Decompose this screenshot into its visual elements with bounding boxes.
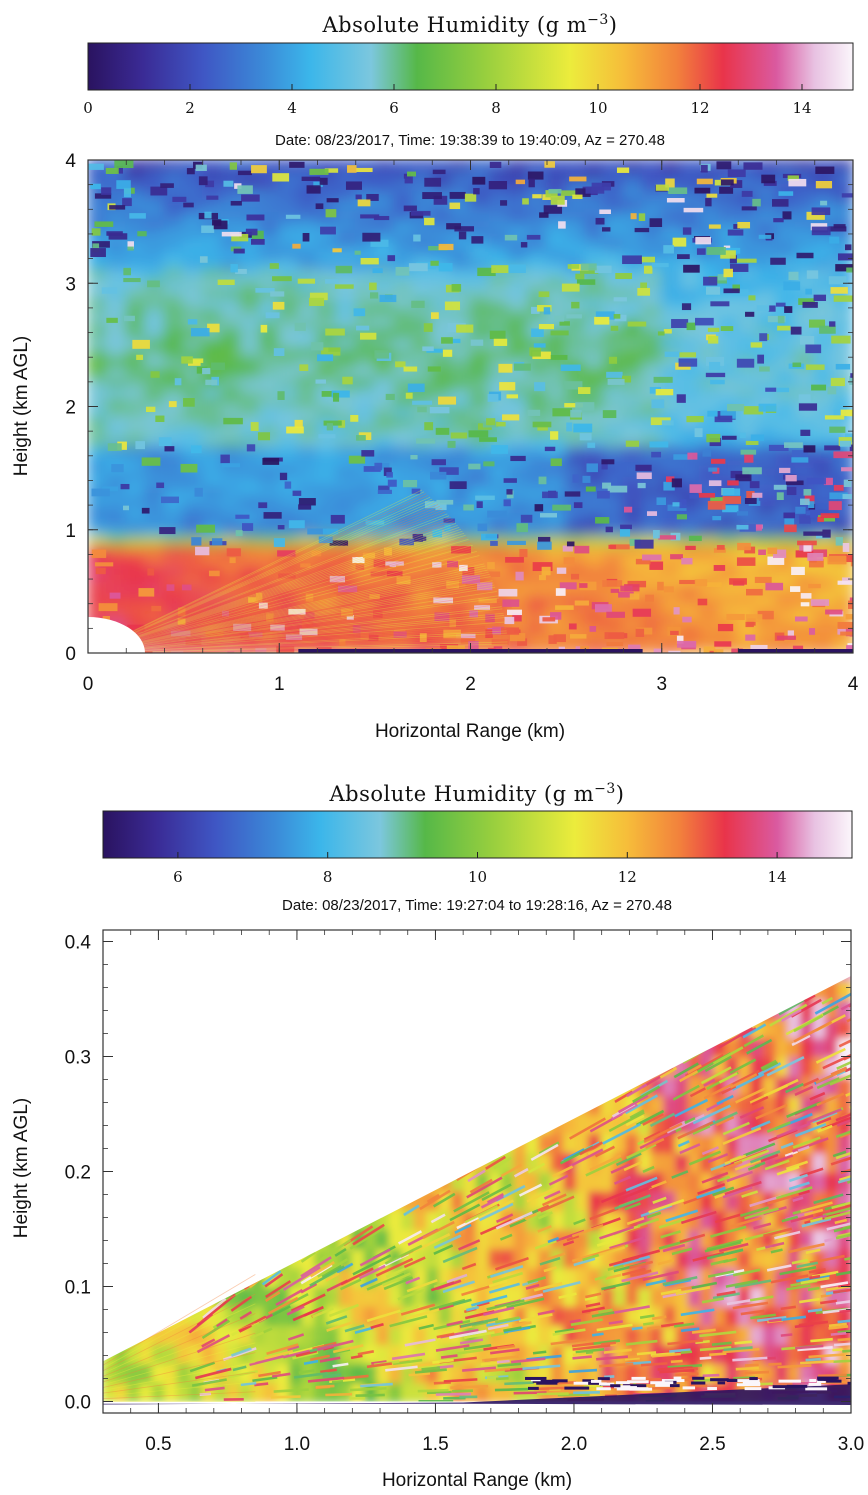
x-tick-label: 1 xyxy=(274,674,285,695)
panel-1-xlabel: Horizontal Range (km) xyxy=(375,721,565,742)
colorbar-tick-label: 6 xyxy=(173,868,183,886)
panel-1-origin-blank xyxy=(88,617,145,653)
y-tick-label: 0.2 xyxy=(65,1163,91,1184)
colorbar-tick-label: 10 xyxy=(588,99,607,117)
panel-1-rays xyxy=(88,489,508,653)
y-tick-label: 0.1 xyxy=(65,1278,91,1299)
colorbar-tick-label: 0 xyxy=(83,99,93,117)
panel-1-speckle xyxy=(88,160,853,653)
x-tick-label: 0 xyxy=(83,674,94,695)
colorbar-2-ticks: 6 8 10 12 14 xyxy=(173,852,787,886)
colorbar-1-ticks: 0 2 4 6 8 10 12 14 xyxy=(83,84,812,117)
colorbar-1 xyxy=(87,42,854,91)
y-tick-label: 4 xyxy=(65,151,76,172)
y-tick-label: 0.0 xyxy=(65,1393,91,1414)
panel-2: Absolute Humidity (g m−3) 6 8 10 12 14 Date:… xyxy=(11,781,864,1491)
panel-1-ylabel: Height (km AGL) xyxy=(11,336,32,476)
x-tick-label: 1.0 xyxy=(284,1434,310,1455)
x-tick-label: 1.5 xyxy=(422,1434,448,1455)
colorbar-tick-label: 4 xyxy=(287,99,297,117)
colorbar-tick-label: 10 xyxy=(468,868,487,886)
panel-1-heatmap xyxy=(88,160,853,653)
x-tick-label: 4 xyxy=(848,674,859,695)
colorbar-tick-label: 8 xyxy=(323,868,333,886)
x-tick-label: 0.5 xyxy=(145,1434,171,1455)
x-tick-label: 3.0 xyxy=(838,1434,864,1455)
colorbar-tick-label: 12 xyxy=(690,99,709,117)
panel-1: Absolute Humidity (g m−3) 0 2 4 6 8 10 12 14 Da… xyxy=(11,12,859,742)
colorbar-tick-label: 12 xyxy=(618,868,637,886)
colorbar-2 xyxy=(102,810,853,859)
x-tick-label: 2.0 xyxy=(561,1434,587,1455)
colorbar-1-title: Absolute Humidity (g m−3) xyxy=(322,12,618,37)
panel-1-subtitle: Date: 08/23/2017, Time: 19:38:39 to 19:4… xyxy=(275,132,665,149)
y-tick-label: 2 xyxy=(65,398,76,419)
x-tick-label: 3 xyxy=(656,674,667,695)
y-tick-label: 0 xyxy=(65,644,76,665)
colorbar-tick-label: 8 xyxy=(491,99,501,117)
panel-1-axes: 0 1 2 3 4 0 1 2 3 4 xyxy=(65,151,858,695)
panel-2-rays xyxy=(103,1274,256,1402)
panel-2-xlabel: Horizontal Range (km) xyxy=(382,1470,572,1491)
x-tick-label: 2 xyxy=(465,674,476,695)
colorbar-tick-label: 2 xyxy=(185,99,195,117)
y-tick-label: 0.3 xyxy=(65,1048,91,1069)
colorbar-tick-label: 14 xyxy=(792,99,811,117)
panel-2-subtitle: Date: 08/23/2017, Time: 19:27:04 to 19:2… xyxy=(282,897,672,914)
panel-1-field xyxy=(88,160,853,653)
panel-2-ylabel: Height (km AGL) xyxy=(11,1098,32,1238)
panel-2-heatmap xyxy=(103,930,851,1413)
panel-1-ground-clutter xyxy=(298,649,853,653)
y-tick-label: 3 xyxy=(65,274,76,295)
panel-2-axes: 0.5 1.0 1.5 2.0 2.5 3.0 0.0 0.1 0.2 0.3 0.4 xyxy=(65,930,864,1455)
colorbar-tick-label: 14 xyxy=(768,868,787,886)
panel-2-speckle xyxy=(188,992,851,1402)
colorbar-2-title: Absolute Humidity (g m−3) xyxy=(329,781,625,806)
y-tick-label: 1 xyxy=(65,521,76,542)
x-tick-label: 2.5 xyxy=(699,1434,725,1455)
panel-2-ground-clutter xyxy=(103,1376,851,1405)
colorbar-tick-label: 6 xyxy=(389,99,399,117)
y-tick-label: 0.4 xyxy=(65,933,92,954)
